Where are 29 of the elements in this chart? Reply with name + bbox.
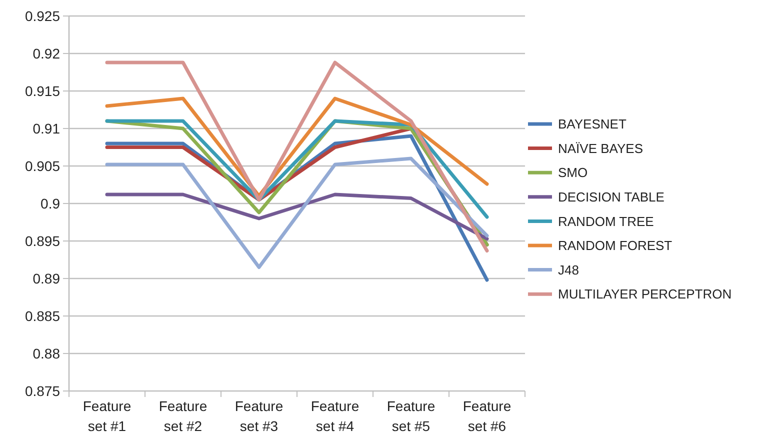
y-tick-label: 0.895	[24, 232, 60, 249]
x-tick-label: Feature set #6	[462, 398, 512, 434]
x-tick-label: Feature set #2	[158, 398, 208, 434]
y-tick-label: 0.875	[24, 382, 60, 399]
x-tick-label: Feature set #5	[386, 398, 436, 434]
line-series	[105, 192, 489, 240]
line-series	[105, 156, 489, 269]
line-series	[105, 119, 489, 219]
y-tick-label: 0.885	[24, 308, 60, 324]
legend-label: MULTILAYER PERCEPTRON	[558, 286, 732, 302]
y-tick-label: 0.91	[32, 120, 60, 136]
y-tick-label: 0.9	[40, 195, 60, 212]
x-tick-label: Feature set #3	[234, 398, 284, 434]
y-tick-label: 0.89	[32, 270, 60, 286]
y-tick-label: 0.915	[24, 82, 60, 99]
legend-label: DECISION TABLE	[558, 189, 665, 204]
y-tick-label: 0.92	[32, 45, 60, 62]
legend-label: NAÏVE BAYES	[558, 140, 644, 156]
legend-label: J48	[558, 262, 579, 278]
line-series	[105, 60, 489, 252]
y-tick-label: 0.905	[24, 158, 60, 174]
y-tick-label: 0.925	[24, 8, 60, 24]
x-tick-label: Feature set #4	[310, 398, 360, 434]
y-tick-label: 0.88	[32, 345, 60, 362]
legend-label: SMO	[558, 165, 588, 180]
legend-label: BAYESNET	[558, 116, 626, 132]
legend-label: RANDOM TREE	[558, 214, 654, 229]
legend-label: RANDOM FOREST	[558, 238, 672, 254]
x-tick-label: Feature set #1	[82, 398, 132, 434]
